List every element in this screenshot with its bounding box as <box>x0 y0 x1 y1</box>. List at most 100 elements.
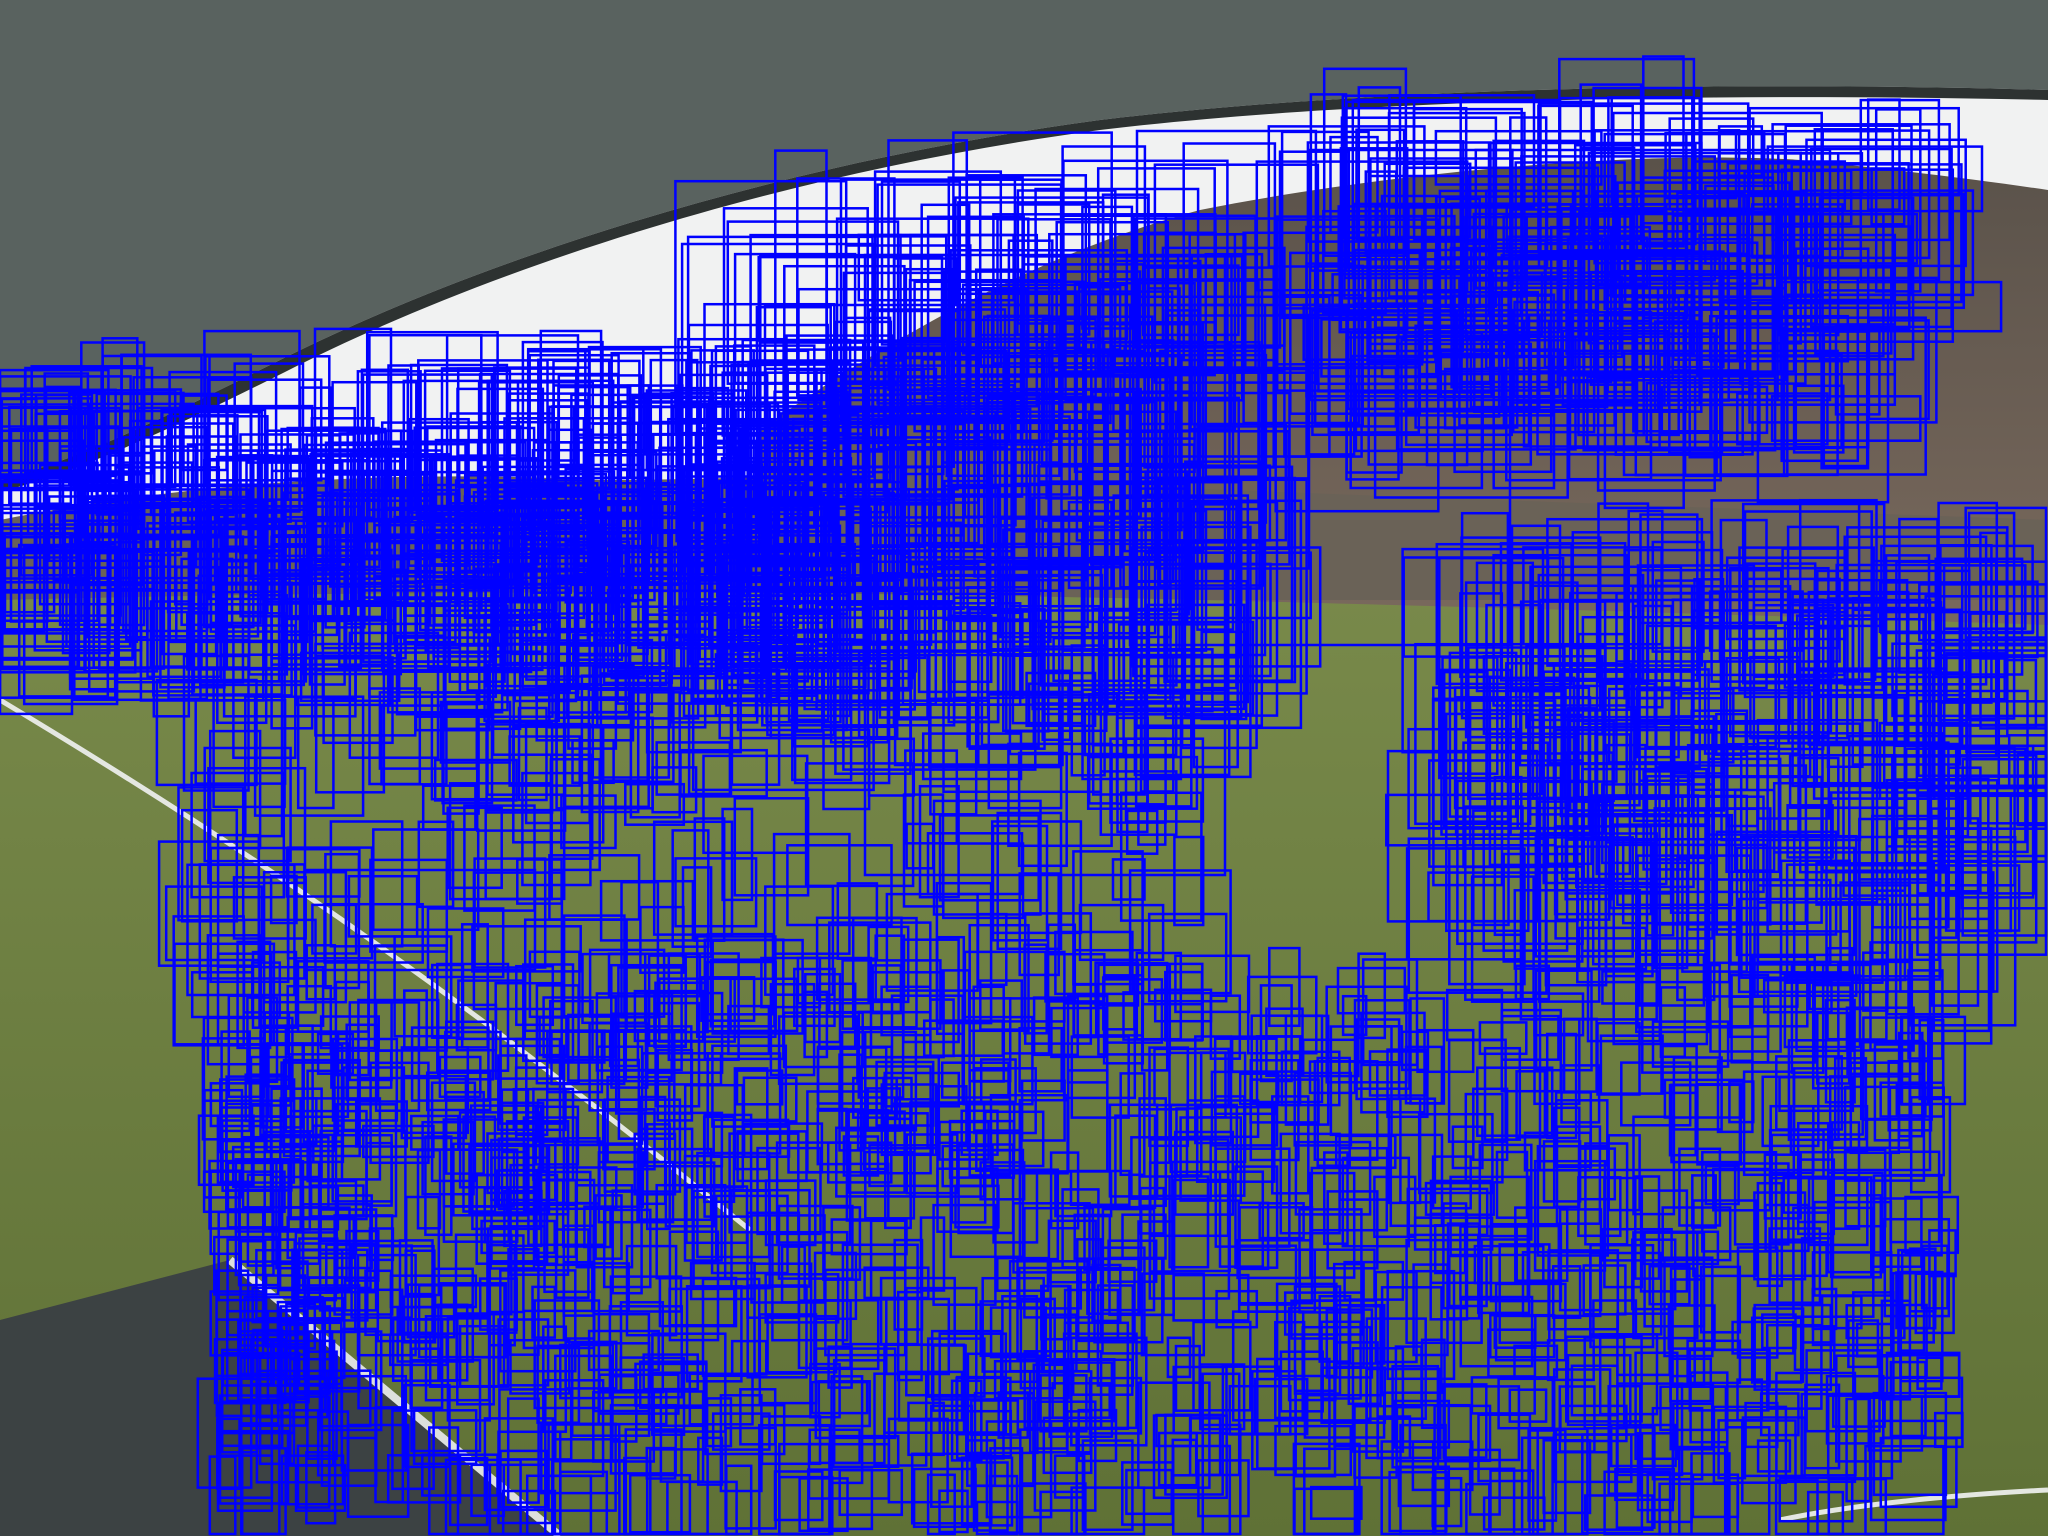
mid-field-boxes <box>921 732 1023 781</box>
upper-band-boxes <box>1708 314 1850 363</box>
right-cluster-boxes <box>1645 624 1777 749</box>
mid-field-boxes <box>706 932 775 1016</box>
upper-band-boxes <box>338 540 450 668</box>
lower-field-boxes <box>1691 1174 1717 1229</box>
lower-field-boxes <box>1648 1264 1691 1306</box>
tree-band-boxes <box>867 308 1007 547</box>
upper-band-boxes <box>1267 125 1426 268</box>
lower-field-boxes <box>251 1286 297 1324</box>
upper-band-boxes <box>430 457 540 566</box>
right-cluster-boxes <box>1932 859 1991 1033</box>
mid-field-boxes <box>760 956 822 1009</box>
upper-band-boxes <box>1726 162 1910 305</box>
right-cluster-boxes <box>1895 778 1970 838</box>
lower-field-boxes <box>796 956 873 1005</box>
right-cluster-boxes <box>1560 668 1710 881</box>
right-cluster-boxes <box>1402 556 1550 658</box>
upper-band-boxes <box>0 387 79 530</box>
tree-band-boxes <box>1011 530 1084 725</box>
lower-field-boxes <box>750 1214 826 1304</box>
lower-field-boxes <box>787 1122 824 1174</box>
lower-field-boxes <box>1638 953 1706 1007</box>
lower-field-boxes <box>444 1458 522 1536</box>
lower-field-boxes <box>1353 999 1411 1090</box>
lower-field-boxes <box>410 1114 460 1151</box>
lower-field-boxes <box>704 1403 786 1456</box>
lower-field-boxes <box>497 1318 550 1387</box>
lower-field-boxes <box>1555 1125 1602 1225</box>
right-cluster-boxes <box>1798 498 1878 672</box>
upper-band-boxes <box>557 374 643 467</box>
upper-band-boxes <box>1568 379 1712 450</box>
mid-field-boxes <box>305 944 337 1001</box>
lower-field-boxes <box>522 1116 579 1207</box>
lower-field-boxes <box>893 1098 934 1156</box>
right-cluster-boxes <box>1565 797 1673 895</box>
lower-field-boxes <box>1459 1225 1530 1301</box>
right-cluster-boxes <box>1915 649 2048 795</box>
right-cluster-boxes <box>1519 600 1607 755</box>
lower-field-boxes <box>1445 988 1504 1042</box>
lower-field-boxes <box>1416 1028 1475 1074</box>
upper-band-boxes <box>1537 104 1634 254</box>
lower-field-boxes <box>1023 1206 1095 1319</box>
lower-field-boxes <box>1293 1285 1342 1395</box>
lower-field-boxes <box>1365 1317 1427 1420</box>
lower-field-boxes <box>610 1022 649 1089</box>
mid-field-boxes <box>938 814 1040 902</box>
lower-field-boxes <box>883 1071 961 1108</box>
lower-field-boxes <box>1061 1188 1100 1269</box>
lower-field-boxes <box>1669 1382 1715 1451</box>
mid-field-boxes <box>439 700 512 764</box>
lower-field-boxes <box>869 971 945 1059</box>
upper-band-boxes <box>95 392 220 516</box>
mid-field-boxes <box>285 847 361 898</box>
mid-field-boxes <box>347 874 419 938</box>
lower-field-boxes <box>296 1444 331 1509</box>
lower-field-boxes <box>1498 1243 1551 1344</box>
lower-field-boxes <box>1166 1336 1192 1379</box>
mid-field-boxes <box>572 633 668 687</box>
lower-field-boxes <box>246 1173 274 1267</box>
lower-field-boxes <box>638 1360 708 1409</box>
lower-field-boxes <box>1487 1328 1537 1378</box>
mid-field-boxes <box>549 758 601 872</box>
mid-field-boxes <box>1119 791 1203 922</box>
right-cluster-boxes <box>1918 583 2048 642</box>
tree-band-boxes <box>920 203 971 390</box>
upper-band-boxes <box>1814 266 1893 355</box>
lower-field-boxes <box>1250 1014 1324 1104</box>
mid-field-boxes <box>207 766 307 885</box>
upper-band-boxes <box>0 368 110 479</box>
upper-band-boxes <box>1505 335 1722 482</box>
lower-field-boxes <box>1449 1175 1530 1257</box>
lower-field-boxes <box>1897 1031 1924 1138</box>
lower-field-boxes <box>216 1454 274 1499</box>
lower-field-boxes <box>1405 1238 1483 1345</box>
lower-field-boxes <box>462 1115 497 1213</box>
tree-band-boxes <box>828 346 1005 421</box>
upper-band-boxes <box>1604 236 1649 287</box>
lower-field-boxes <box>868 1144 939 1188</box>
mid-field-boxes <box>216 833 261 968</box>
upper-band-boxes <box>1780 277 1860 463</box>
lower-field-boxes <box>931 1344 967 1412</box>
lower-field-boxes <box>1690 1452 1731 1536</box>
lower-field-boxes <box>457 979 526 1041</box>
tree-band-boxes <box>1192 565 1239 769</box>
mid-field-boxes <box>645 613 742 754</box>
upper-band-boxes <box>1695 323 1897 376</box>
lower-field-boxes <box>1108 1103 1159 1198</box>
lower-field-boxes <box>1077 1408 1118 1463</box>
tree-band-boxes <box>892 257 959 491</box>
lower-field-boxes <box>1559 1404 1628 1443</box>
right-cluster-boxes <box>1559 762 1694 818</box>
upper-band-boxes <box>75 522 145 587</box>
mid-field-boxes <box>725 632 797 687</box>
lower-field-boxes <box>421 1453 499 1497</box>
lower-field-boxes <box>306 1069 344 1183</box>
lower-field-boxes <box>1149 1138 1230 1238</box>
lower-field-boxes <box>403 989 428 1051</box>
lower-field-boxes <box>910 1452 993 1525</box>
upper-band-boxes <box>1492 139 1586 270</box>
